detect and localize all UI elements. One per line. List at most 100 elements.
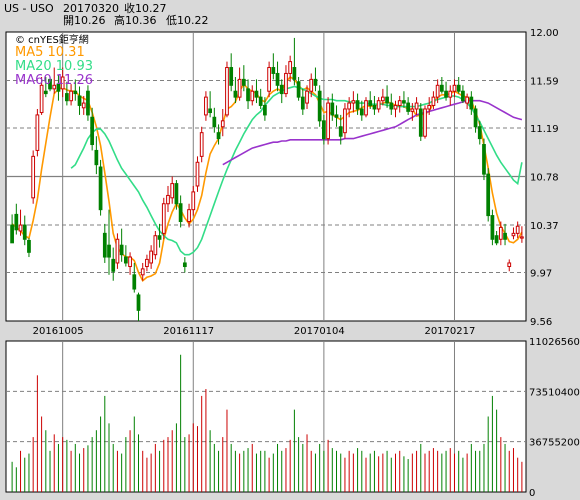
candle-body [212, 116, 217, 128]
candle-body [187, 209, 191, 223]
candle-body [330, 102, 335, 116]
candle-body [439, 84, 444, 92]
date-label: 20170320 [63, 2, 119, 15]
candle-body [414, 102, 419, 110]
candle-body [157, 235, 162, 240]
candle-body [482, 144, 486, 175]
candle-body [448, 90, 453, 98]
candle-body [73, 90, 78, 95]
symbol-label: US - USO [4, 2, 54, 15]
ma-legend-entry: MA60 11.26 [15, 73, 93, 88]
candle-body [111, 258, 116, 272]
candle-body [288, 61, 293, 74]
candle-body [123, 256, 128, 264]
candle-body [132, 274, 137, 290]
price-tick-label: 11.19 [530, 124, 559, 135]
candle-body [136, 294, 141, 311]
candle-body [174, 183, 179, 205]
candle-body [204, 96, 208, 116]
candle-body [461, 90, 465, 102]
candle-body [347, 102, 352, 110]
volume-tick-label: 36755200 [529, 438, 580, 449]
candle-body [229, 67, 234, 86]
candle-body [296, 81, 301, 98]
candle-body [225, 67, 229, 116]
candle-body [31, 155, 36, 199]
candle-body [427, 104, 432, 110]
candle-body [385, 96, 389, 104]
candle-body [275, 72, 280, 86]
price-tick-label: 12.00 [530, 28, 559, 39]
candle-body [486, 173, 491, 217]
candle-body [355, 100, 360, 110]
candle-body [119, 244, 124, 256]
candle-body [98, 166, 103, 211]
candle-body [69, 90, 73, 102]
candle-body [473, 108, 478, 128]
candle-body [465, 96, 469, 104]
ma5-line [11, 75, 523, 282]
volume-y-axis: 0 36755200 73510400 110265600 [529, 337, 580, 499]
candle-body [90, 116, 95, 146]
candle-body [313, 78, 318, 86]
candle-body [271, 67, 276, 74]
candle-body [507, 262, 512, 268]
candle-body [406, 102, 411, 112]
candle-body [435, 84, 440, 98]
candle-body [39, 84, 44, 114]
candle-body [503, 232, 507, 240]
date-tick-label: 20170217 [424, 326, 475, 337]
candle-body [35, 114, 40, 151]
ma-legend-entry: MA20 10.93 [15, 59, 93, 74]
candle-body [351, 100, 356, 104]
date-tick-label: 20161117 [163, 326, 214, 337]
candle-body [237, 78, 242, 98]
candle-body [178, 203, 183, 223]
candle-body [52, 84, 57, 90]
candle-body [161, 203, 166, 234]
candle-body [364, 100, 368, 116]
candle-body [469, 96, 474, 110]
candle-body [418, 108, 423, 137]
candle-body [397, 100, 402, 106]
candle-body [145, 258, 149, 268]
candle-body [128, 256, 132, 268]
candle-body [376, 100, 381, 110]
candle-body [359, 108, 364, 116]
low-label: 低10.22 [166, 14, 209, 27]
candle-body [241, 78, 246, 86]
close-label: 收10.27 [124, 1, 167, 15]
candle-body [334, 114, 339, 118]
candle-body [94, 149, 99, 166]
watermark: © cnYES鉅亨網 [15, 33, 89, 46]
candle-body [182, 262, 187, 268]
price-tick-label: 11.59 [530, 77, 559, 88]
candle-body [326, 102, 330, 140]
candle-body [393, 104, 398, 110]
candle-body [10, 224, 14, 244]
candle-body [246, 88, 250, 102]
open-label: 開10.26 [63, 14, 106, 27]
candle-body [490, 215, 495, 240]
candle-body [22, 224, 27, 240]
date-tick-label: 20161005 [33, 326, 84, 337]
candle-body [452, 84, 457, 92]
candle-body [389, 102, 394, 110]
candle-body [343, 108, 347, 134]
candle-body [254, 90, 259, 98]
candle-body [279, 84, 284, 95]
candle-body [305, 90, 309, 104]
candle-body [233, 90, 238, 98]
candle-body [220, 120, 225, 128]
candle-body [511, 232, 516, 237]
candle-body [56, 83, 61, 92]
candle-body [338, 126, 343, 137]
candle-body [149, 250, 154, 264]
candle-body [477, 126, 482, 140]
candle-body [107, 244, 111, 258]
candle-body [284, 72, 288, 95]
candle-body [368, 100, 373, 106]
candle-body [444, 90, 448, 98]
